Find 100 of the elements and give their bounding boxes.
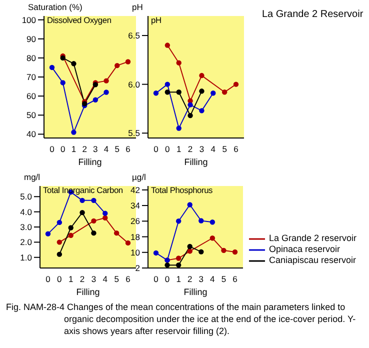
point: [56, 252, 62, 257]
x-tick-label: 0: [46, 274, 51, 284]
x-tick-label: 6: [234, 144, 239, 154]
x-tick-label: 4: [102, 274, 108, 284]
point: [164, 82, 170, 87]
x-tick-label: 6: [232, 274, 238, 284]
point: [91, 230, 96, 236]
text: Fig. NAM-28-4 Changes of the mean concentrations of the main parameters linked to organic decomposition under the ice at the end of the ice-cover period. Y-axis shows years after reservoir filling (2).: [6, 301, 357, 337]
point: [125, 59, 131, 64]
point: [91, 198, 96, 204]
point: [210, 220, 216, 225]
x-tick-label: 3: [91, 274, 96, 284]
point: [199, 108, 204, 114]
x-axis-title: Filling: [78, 157, 102, 167]
point: [125, 240, 131, 246]
point: [60, 80, 66, 86]
chart-title: Total Phosphorus: [151, 185, 213, 195]
legend-label: La Grande 2 reservoir: [269, 233, 357, 244]
point: [176, 218, 182, 224]
x-tick-label: 6: [126, 144, 131, 154]
x-axis-title: Filling: [184, 157, 208, 167]
y-tick-label: 42: [130, 184, 140, 195]
point: [199, 72, 204, 78]
y-tick-label: 34: [130, 200, 140, 211]
point: [198, 249, 204, 254]
point: [176, 60, 182, 66]
y-tick-label: 26: [130, 216, 140, 226]
y-tick-label: 60: [26, 91, 36, 102]
x-tick-label: 0: [50, 144, 55, 154]
x-tick-label: 1: [176, 144, 182, 154]
x-tick-label: 0: [165, 144, 170, 154]
y-tick-label: 5.5: [128, 128, 140, 138]
x-tick-label: 3: [93, 144, 98, 154]
x-tick-label: 2: [80, 274, 85, 284]
point: [222, 90, 228, 95]
x-tick-label: 2: [82, 144, 88, 154]
x-tick-label: 0: [164, 274, 170, 284]
x-tick-label: 3: [198, 274, 204, 284]
y-tick-label: 1.0: [20, 252, 32, 262]
point: [80, 210, 85, 216]
x-tick-label: 4: [210, 274, 216, 284]
point: [176, 262, 182, 268]
point: [188, 102, 193, 108]
y-tick-label: 100: [22, 14, 36, 25]
x-tick-label: 0: [60, 144, 66, 154]
point: [153, 90, 159, 96]
x-tick-label: 2: [188, 144, 193, 154]
point: [104, 90, 109, 95]
x-tick-label: 5: [221, 274, 226, 284]
point: [71, 130, 76, 135]
x-tick-label: 2: [187, 274, 192, 284]
point: [92, 97, 98, 102]
point: [210, 236, 216, 241]
x-tick-label: 6: [126, 274, 131, 284]
point: [164, 42, 170, 48]
y-tick-label: 4.0: [20, 206, 32, 217]
point: [114, 230, 120, 236]
point: [68, 232, 74, 238]
legend-label: Caniapiscau reservoir: [269, 255, 356, 266]
y-tick-label: 3.0: [20, 222, 32, 232]
x-tick-label: 0: [57, 274, 62, 284]
x-tick-label: 1: [68, 274, 74, 284]
chart-title: Dissolved Oxygen: [47, 15, 112, 25]
point: [187, 248, 192, 254]
point: [56, 220, 62, 226]
y-tick-label: 40: [26, 129, 36, 140]
y-tick-label: 2: [135, 263, 140, 274]
y-axis-title: mg/l: [24, 172, 40, 182]
point: [153, 250, 159, 256]
y-tick-label: 6.5: [128, 30, 140, 41]
x-tick-label: 4: [104, 144, 109, 154]
x-tick-label: 1: [71, 144, 76, 154]
point: [49, 64, 55, 70]
x-axis-title: Filling: [184, 287, 208, 297]
x-axis-title: Filling: [76, 287, 100, 297]
text: La Grande 2 Reservoir: [262, 8, 364, 21]
x-tick-label: 0: [154, 274, 159, 284]
y-axis-title: Saturation (%): [28, 2, 82, 12]
y-tick-label: 50: [26, 110, 36, 120]
point: [80, 198, 85, 204]
point: [71, 61, 76, 66]
point: [45, 231, 51, 236]
y-tick-label: 80: [26, 52, 36, 63]
point: [187, 244, 192, 250]
point: [102, 210, 108, 216]
y-tick-label: 70: [26, 72, 36, 82]
point: [164, 90, 170, 95]
point: [91, 218, 96, 224]
point: [187, 202, 192, 208]
point: [210, 90, 216, 96]
chart-title: Total Inorganic Carbon: [43, 185, 123, 195]
y-tick-label: 18: [130, 232, 140, 242]
point: [164, 262, 170, 268]
y-tick-label: 2.0: [20, 237, 32, 248]
point: [68, 225, 74, 230]
point: [176, 256, 182, 261]
y-tick-label: 6.0: [128, 79, 140, 90]
chart-title: pH: [151, 15, 162, 25]
y-axis-title: µg/l: [132, 172, 146, 182]
point: [199, 88, 204, 94]
